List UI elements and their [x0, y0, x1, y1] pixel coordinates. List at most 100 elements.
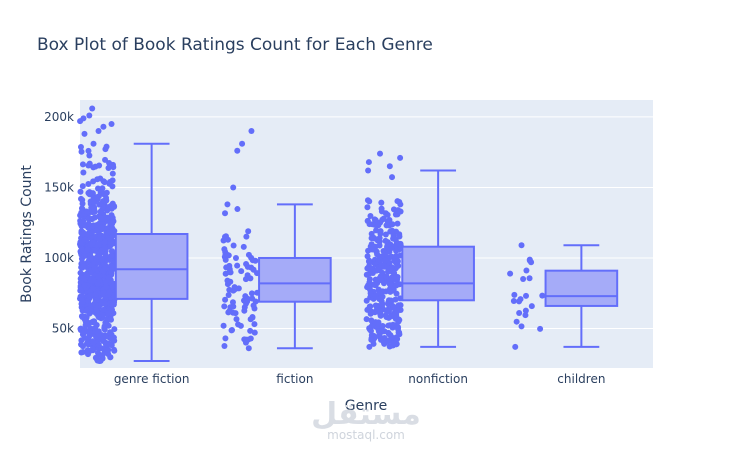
data-point: [396, 306, 403, 313]
data-point: [98, 224, 105, 231]
x-axis-title: Genre: [345, 398, 387, 414]
data-point: [232, 254, 239, 261]
data-point: [371, 235, 378, 242]
data-point: [523, 267, 530, 274]
data-point: [390, 305, 397, 312]
data-point: [96, 357, 103, 364]
data-point: [234, 206, 241, 213]
data-point: [107, 354, 114, 361]
data-point: [85, 147, 92, 154]
data-point: [372, 276, 379, 283]
data-point: [245, 251, 252, 258]
data-point: [363, 271, 370, 278]
data-point: [100, 306, 107, 313]
box-fiction: [258, 203, 332, 350]
data-point: [364, 253, 371, 260]
data-point: [79, 161, 86, 168]
data-point: [106, 289, 113, 296]
data-point: [78, 148, 85, 155]
data-point: [388, 275, 395, 282]
data-point: [365, 159, 372, 166]
data-point: [378, 262, 385, 269]
data-point: [81, 130, 88, 137]
data-point: [225, 309, 232, 316]
data-point: [81, 236, 88, 243]
box-genre-fiction: [114, 142, 189, 362]
data-point: [89, 105, 96, 112]
data-point: [393, 282, 400, 289]
data-point: [100, 190, 107, 197]
data-point: [396, 233, 403, 240]
data-point: [388, 297, 395, 304]
data-point: [241, 307, 248, 314]
watermark-url: mostaql.com: [327, 428, 405, 442]
data-point: [231, 284, 238, 291]
data-point: [369, 246, 376, 253]
data-point: [105, 274, 112, 281]
y-tick-label: 200k: [44, 110, 74, 124]
data-point: [389, 174, 396, 181]
data-point: [238, 268, 245, 275]
data-point: [83, 321, 90, 328]
data-point: [77, 144, 84, 151]
data-point: [87, 254, 94, 261]
data-point: [387, 228, 394, 235]
data-point: [251, 329, 258, 336]
data-point: [222, 270, 229, 277]
data-point: [103, 283, 110, 290]
data-point: [377, 276, 384, 283]
x-tick-label: children: [557, 372, 605, 386]
data-point: [511, 291, 518, 298]
data-point: [109, 220, 116, 227]
data-point: [383, 222, 390, 229]
data-point: [517, 296, 524, 303]
data-point: [388, 283, 395, 290]
data-point: [96, 236, 103, 243]
data-point: [102, 333, 109, 340]
data-point: [79, 200, 86, 207]
data-point: [372, 293, 379, 300]
data-point: [388, 245, 395, 252]
data-point: [366, 198, 373, 205]
data-point: [84, 246, 91, 253]
data-point: [393, 274, 400, 281]
data-point: [240, 243, 247, 250]
data-point: [394, 220, 401, 227]
data-point: [85, 297, 92, 304]
data-point: [99, 351, 106, 358]
data-point: [382, 312, 389, 319]
data-point: [385, 306, 392, 313]
data-point: [234, 262, 241, 269]
data-point: [78, 246, 85, 253]
data-point: [377, 150, 384, 157]
data-point: [81, 334, 88, 341]
data-point: [226, 266, 233, 273]
data-point: [251, 321, 258, 328]
data-point: [250, 302, 257, 309]
x-tick-label: nonfiction: [408, 372, 468, 386]
data-point: [100, 290, 107, 297]
data-point: [85, 189, 92, 196]
data-point: [221, 303, 228, 310]
data-point: [100, 123, 107, 130]
data-point: [377, 295, 384, 302]
data-point: [95, 313, 102, 320]
data-point: [243, 336, 250, 343]
data-point: [109, 170, 116, 177]
data-point: [513, 318, 520, 325]
data-point: [510, 297, 517, 304]
data-point: [108, 212, 115, 219]
data-point: [245, 228, 252, 235]
data-point: [377, 219, 384, 226]
data-point: [106, 180, 113, 187]
data-point: [83, 340, 90, 347]
data-point: [102, 245, 109, 252]
x-tick-label: genre fiction: [114, 372, 190, 386]
data-point: [91, 265, 98, 272]
data-point: [77, 239, 84, 246]
data-point: [85, 348, 92, 355]
data-point: [387, 288, 394, 295]
iqr-box: [258, 256, 332, 303]
data-point: [105, 165, 112, 172]
